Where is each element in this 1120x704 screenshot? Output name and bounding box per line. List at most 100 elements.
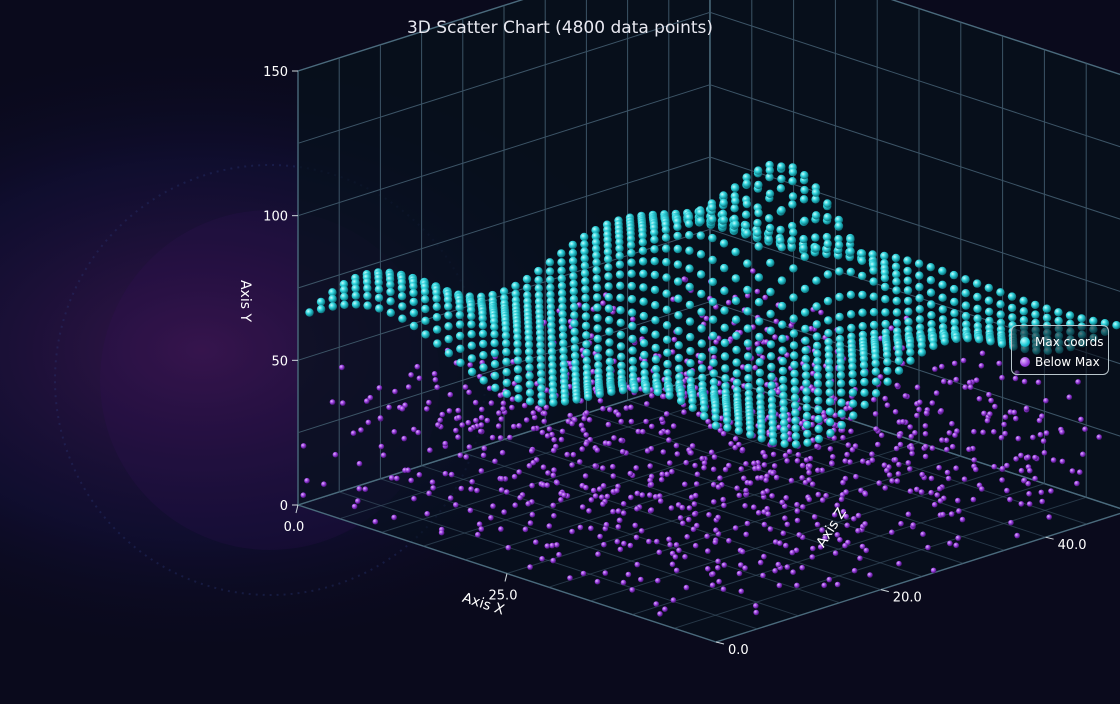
- data-point-below-max: [819, 467, 825, 474]
- data-point-below-max: [577, 524, 584, 531]
- data-point-below-max: [434, 384, 441, 391]
- data-point-below-max: [664, 471, 670, 478]
- chart-legend[interactable]: Max coords Below Max: [1011, 325, 1109, 375]
- data-point-max-coords: [927, 300, 936, 309]
- data-point-below-max: [763, 477, 769, 484]
- data-point-max-coords: [534, 266, 543, 276]
- data-point-below-max: [953, 376, 959, 383]
- data-point-below-max: [539, 556, 545, 562]
- data-point-below-max: [956, 508, 962, 514]
- data-point-max-coords: [685, 246, 694, 255]
- data-point-below-max: [1027, 467, 1033, 474]
- data-point-below-max: [962, 384, 968, 391]
- data-point-below-max: [986, 391, 992, 398]
- data-point-max-coords: [803, 438, 812, 447]
- data-point-max-coords: [581, 285, 590, 294]
- data-point-below-max: [940, 511, 946, 518]
- data-point-max-coords: [591, 244, 601, 254]
- data-point-below-max: [648, 481, 655, 488]
- legend-item-max-coords[interactable]: Max coords: [1020, 332, 1104, 352]
- data-point-max-coords: [812, 243, 821, 253]
- data-point-max-coords: [374, 293, 384, 303]
- data-point-max-coords: [837, 421, 846, 430]
- data-point-max-coords: [686, 359, 695, 368]
- data-point-below-max: [809, 554, 816, 560]
- data-point-max-coords: [570, 351, 580, 361]
- data-point-max-coords: [536, 334, 545, 344]
- data-point-below-max: [602, 570, 609, 576]
- data-point-max-coords: [802, 420, 812, 430]
- data-point-max-coords: [580, 247, 589, 256]
- data-point-max-coords: [570, 336, 579, 345]
- data-point-max-coords: [813, 349, 822, 358]
- data-point-below-max: [928, 489, 934, 496]
- data-point-max-coords: [892, 286, 901, 295]
- data-point-max-coords: [616, 318, 625, 327]
- data-point-max-coords: [755, 332, 764, 342]
- data-point-max-coords: [929, 341, 938, 351]
- data-point-max-coords: [776, 225, 785, 235]
- gridline: [503, 439, 923, 577]
- data-point-max-coords: [502, 347, 511, 357]
- data-point-max-coords: [558, 331, 568, 341]
- data-point-below-max: [713, 527, 719, 533]
- data-point-max-coords: [788, 167, 798, 177]
- data-point-below-max: [579, 446, 585, 452]
- data-point-max-coords: [593, 303, 602, 312]
- data-point-below-max: [677, 515, 684, 521]
- data-point-below-max: [853, 473, 859, 480]
- data-point-max-coords: [581, 293, 590, 303]
- data-point-max-coords: [593, 353, 603, 362]
- data-point-below-max: [757, 559, 764, 566]
- data-point-below-max: [869, 457, 876, 464]
- data-point-max-coords: [559, 346, 568, 355]
- data-point-below-max: [594, 578, 601, 585]
- data-point-below-max: [1082, 426, 1088, 433]
- data-point-below-max: [356, 486, 363, 492]
- data-point-max-coords: [802, 379, 811, 388]
- data-point-max-coords: [883, 377, 892, 386]
- data-point-max-coords: [938, 280, 947, 289]
- data-point-below-max: [758, 475, 765, 481]
- data-point-below-max: [844, 522, 850, 529]
- data-point-below-max: [951, 360, 958, 367]
- legend-item-below-max[interactable]: Below Max: [1020, 352, 1102, 372]
- data-point-max-coords: [789, 329, 799, 338]
- data-point-below-max: [372, 518, 379, 525]
- data-point-below-max: [669, 468, 675, 475]
- data-point-below-max: [453, 427, 459, 434]
- data-point-below-max: [894, 382, 900, 389]
- data-point-below-max: [628, 404, 634, 411]
- data-point-below-max: [834, 532, 841, 538]
- data-point-max-coords: [892, 270, 901, 279]
- data-point-max-coords: [708, 255, 717, 265]
- data-point-below-max: [551, 437, 557, 443]
- data-point-max-coords: [858, 308, 867, 317]
- data-point-below-max: [773, 318, 780, 325]
- data-point-max-coords: [779, 405, 788, 414]
- data-point-max-coords: [580, 269, 590, 278]
- data-point-below-max: [638, 528, 645, 534]
- data-point-below-max: [561, 492, 567, 498]
- data-point-max-coords: [814, 405, 823, 414]
- data-point-max-coords: [926, 263, 935, 272]
- y-tick-label: 0: [280, 499, 288, 514]
- data-point-below-max: [889, 478, 895, 484]
- z-tick-label: 0.0: [728, 643, 749, 658]
- data-point-max-coords: [467, 354, 477, 363]
- data-point-max-coords: [398, 302, 407, 311]
- data-point-max-coords: [859, 354, 869, 364]
- data-point-below-max: [386, 404, 392, 411]
- data-point-below-max: [900, 419, 906, 425]
- data-point-below-max: [516, 469, 522, 475]
- data-point-max-coords: [720, 263, 729, 273]
- data-point-max-coords: [791, 424, 800, 433]
- data-point-max-coords: [674, 311, 683, 320]
- data-point-max-coords: [1019, 307, 1028, 316]
- data-point-below-max: [843, 513, 849, 520]
- data-point-below-max: [590, 368, 596, 375]
- data-point-max-coords: [825, 407, 835, 416]
- data-point-max-coords: [421, 330, 430, 339]
- data-point-max-coords: [813, 387, 823, 397]
- data-point-below-max: [376, 385, 383, 391]
